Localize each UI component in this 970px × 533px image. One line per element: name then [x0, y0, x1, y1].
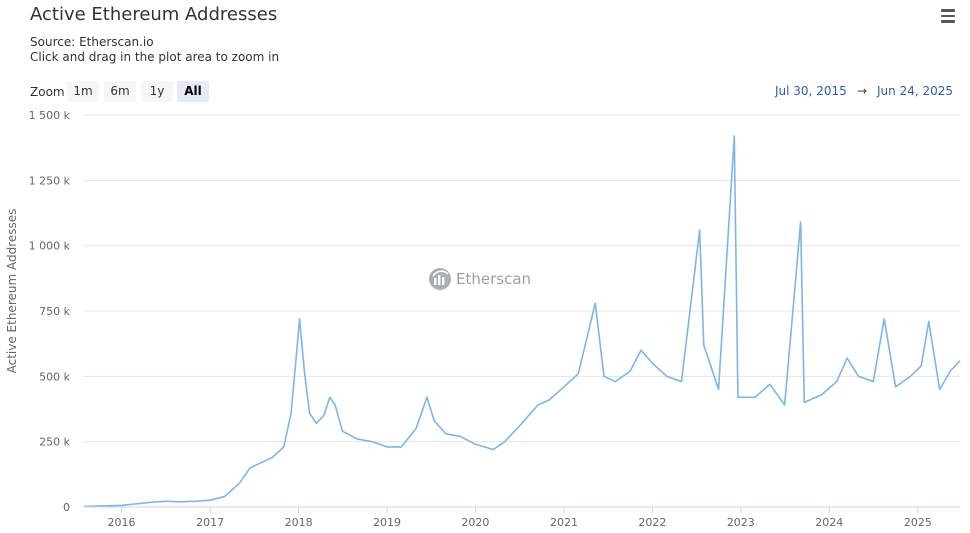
- etherscan-watermark: Etherscan: [428, 267, 531, 291]
- x-tick-label: 2021: [550, 516, 578, 529]
- x-tick-label: 2016: [108, 516, 136, 529]
- y-tick-label: 1 000 k: [29, 240, 71, 253]
- y-tick-label: 750 k: [39, 305, 70, 318]
- y-tick-label: 0: [63, 501, 70, 514]
- chart-title: Active Ethereum Addresses: [30, 4, 278, 25]
- x-tick-label: 2018: [285, 516, 313, 529]
- zoom-label: Zoom: [30, 85, 65, 99]
- x-tick-label: 2017: [196, 516, 224, 529]
- zoom-6m-button[interactable]: 6m: [104, 81, 136, 102]
- grid-lines: [84, 114, 960, 443]
- y-tick-label: 250 k: [39, 436, 70, 449]
- x-tick-label: 2022: [638, 516, 666, 529]
- x-tick-label: 2023: [727, 516, 755, 529]
- x-tick-label: 2024: [815, 516, 843, 529]
- zoom-1y-button[interactable]: 1y: [141, 81, 173, 102]
- zoom-1m-button[interactable]: 1m: [67, 81, 99, 102]
- y-axis-title: Active Ethereum Addresses: [5, 209, 19, 374]
- y-tick-label: 1 250 k: [29, 174, 71, 187]
- range-to-input[interactable]: Jun 24, 2025: [877, 84, 954, 98]
- series-line[interactable]: [83, 135, 961, 508]
- range-from-input[interactable]: Jul 30, 2015: [775, 84, 847, 98]
- watermark-text: Etherscan: [456, 270, 532, 288]
- x-tick-label: 2020: [461, 516, 489, 529]
- etherscan-logo-icon: [429, 268, 451, 290]
- hamburger-menu-icon[interactable]: [936, 6, 960, 26]
- zoom-hint: Click and drag in the plot area to zoom …: [30, 50, 280, 64]
- x-tick-label: 2025: [904, 516, 932, 529]
- x-axis-ticks: 2016 2017 2018 2019 2020 2021 2022 2023 2024 2025: [108, 507, 932, 529]
- chart-source: Source: Etherscan.io: [30, 35, 154, 49]
- range-arrow: →: [857, 84, 868, 98]
- y-axis-ticks: 0 250 k 500 k 750 k 1 000 k 1 250 k 1 500 k: [29, 109, 71, 514]
- y-tick-label: 500 k: [39, 370, 70, 383]
- x-tick-label: 2019: [373, 516, 401, 529]
- zoom-all-button[interactable]: All: [177, 81, 209, 102]
- y-tick-label: 1 500 k: [29, 109, 71, 122]
